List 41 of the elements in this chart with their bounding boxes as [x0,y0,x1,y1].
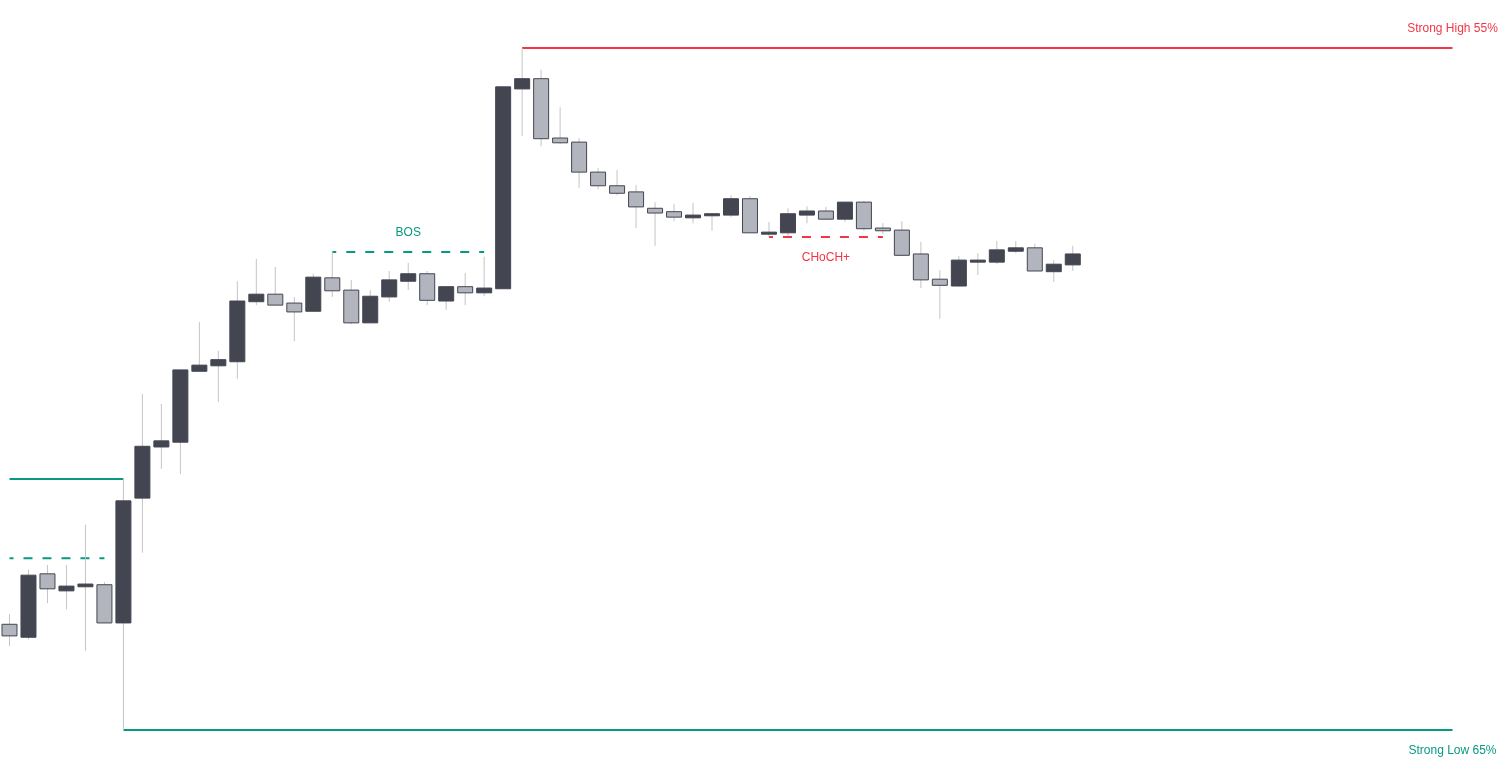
candlestick [1,613,18,647]
candlestick [381,270,398,303]
candlestick [609,169,626,196]
candlestick [191,321,208,372]
candlestick [58,564,75,610]
candlestick [779,207,796,237]
candlestick [590,167,607,190]
candlestick [39,564,56,604]
candlestick [836,201,853,223]
candlestick [286,296,303,342]
candlestick [704,213,721,232]
candlestick [723,194,739,218]
candlestick [1045,259,1062,283]
candlestick [400,262,417,291]
candlestick [1026,243,1043,272]
candlestick [1064,245,1081,272]
candlestick [552,106,569,145]
candlestick [514,47,531,137]
candlestick [988,240,1005,265]
candlestick [760,221,777,238]
candlestick [628,184,645,229]
series-label: Strong Low 65% [1408,743,1497,757]
series-label: CHoCH+ [801,249,851,264]
series-label: Strong High 55% [1407,21,1499,35]
candlestick [267,266,284,306]
candlestick [457,272,474,306]
candlestick [931,269,948,320]
candlestick [874,222,891,235]
candlestick [476,256,493,297]
candlestick [969,252,986,276]
candlestick [798,205,815,224]
candlestick [248,258,265,306]
candlestick [324,251,341,298]
candlestick [210,350,227,403]
candlestick [647,201,664,247]
series-label: BOS [395,224,421,239]
candlestick [438,286,455,311]
candlestick [77,524,94,652]
candlestick [153,403,170,470]
candlestick [685,202,702,224]
candlestick [666,203,683,222]
